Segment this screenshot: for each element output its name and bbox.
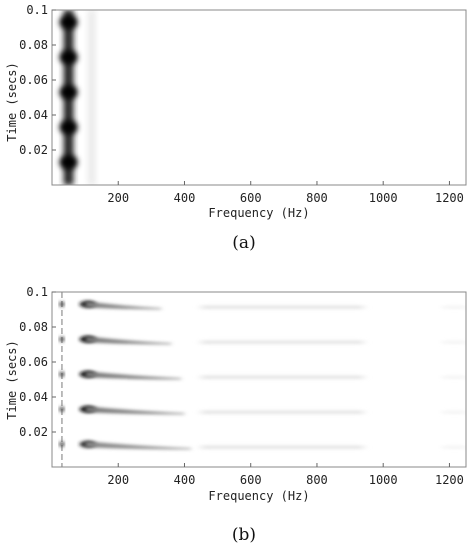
faint-harmonic: [201, 305, 364, 309]
low-freq-spot: [59, 336, 65, 343]
y-tick-label: 0.08: [19, 38, 48, 52]
y-tick-label: 0.02: [19, 425, 48, 439]
y-tick-label: 0.04: [19, 390, 48, 404]
spectrogram-marks-a: [59, 10, 96, 185]
energy-pulse: [59, 155, 78, 170]
y-tick-label: 0.06: [19, 355, 48, 369]
x-axis-label-a: Frequency (Hz): [208, 206, 309, 220]
y-axis-label-b: Time (secs): [5, 340, 19, 419]
plot-area-a: [52, 10, 466, 185]
x-tick-label: 600: [240, 473, 262, 487]
panel-caption-b: (b): [232, 525, 256, 545]
y-tick-label: 0.02: [19, 143, 48, 157]
faint-harmonic: [442, 341, 466, 344]
panel-caption-a: (a): [232, 233, 255, 253]
energy-pulse: [59, 120, 78, 135]
x-tick-label: 200: [107, 473, 129, 487]
y-tick-label: 0.04: [19, 108, 48, 122]
x-axis-ticks-b: 200 400 600 800 1000 1200: [107, 463, 464, 487]
energy-pulse: [59, 50, 78, 65]
chirp-tail: [85, 336, 172, 345]
chirp-tail: [85, 406, 185, 415]
faint-harmonic: [201, 340, 364, 344]
chirp-tail: [85, 441, 192, 450]
y-axis-label-a: Time (secs): [5, 62, 19, 141]
energy-pulse: [59, 85, 78, 100]
low-freq-spot: [59, 371, 65, 378]
x-tick-label: 600: [240, 191, 262, 205]
x-tick-label: 400: [174, 473, 196, 487]
energy-pulse: [59, 15, 78, 30]
x-tick-label: 400: [174, 191, 196, 205]
x-tick-label: 1000: [369, 191, 398, 205]
x-tick-label: 1000: [369, 473, 398, 487]
faint-harmonic: [201, 410, 364, 414]
plot-frame-b: [51, 291, 467, 468]
y-tick-label: 0.1: [26, 285, 48, 299]
faint-harmonic: [442, 306, 466, 309]
x-tick-label: 800: [306, 191, 328, 205]
x-tick-label: 1200: [435, 191, 464, 205]
low-freq-spot: [59, 441, 65, 448]
faint-harmonic: [442, 411, 466, 414]
chirp-tail: [85, 371, 182, 380]
y-axis-ticks-b: 0.02 0.04 0.06 0.08 0.1: [19, 285, 56, 439]
low-freq-spot: [59, 301, 65, 308]
y-tick-label: 0.08: [19, 320, 48, 334]
x-tick-label: 800: [306, 473, 328, 487]
faint-harmonic: [201, 445, 364, 449]
faint-harmonic: [442, 446, 466, 449]
low-freq-spot: [59, 406, 65, 413]
plot-frame-a: [51, 9, 467, 186]
faint-harmonic: [201, 375, 364, 379]
plot-area-b: [52, 292, 466, 467]
x-axis-ticks-a: 200 400 600 800 1000 1200: [107, 181, 464, 205]
x-tick-label: 200: [107, 191, 129, 205]
spectrogram-panel-a: 200 400 600 800 1000 1200 0.02 0.04 0.06 0.08 0.1…: [5, 3, 467, 253]
spectrogram-marks-b: [59, 292, 466, 467]
x-axis-label-b: Frequency (Hz): [208, 489, 309, 503]
y-axis-ticks-a: 0.02 0.04 0.06 0.08 0.1: [19, 3, 56, 157]
chirp-tail: [85, 301, 162, 310]
faint-band: [87, 10, 96, 185]
faint-harmonic: [442, 376, 466, 379]
spectrogram-panel-b: 200 400 600 800 1000 1200 0.02 0.04 0.06 0.08 0.1…: [5, 285, 467, 545]
y-tick-label: 0.06: [19, 73, 48, 87]
y-tick-label: 0.1: [26, 3, 48, 17]
x-tick-label: 1200: [435, 473, 464, 487]
